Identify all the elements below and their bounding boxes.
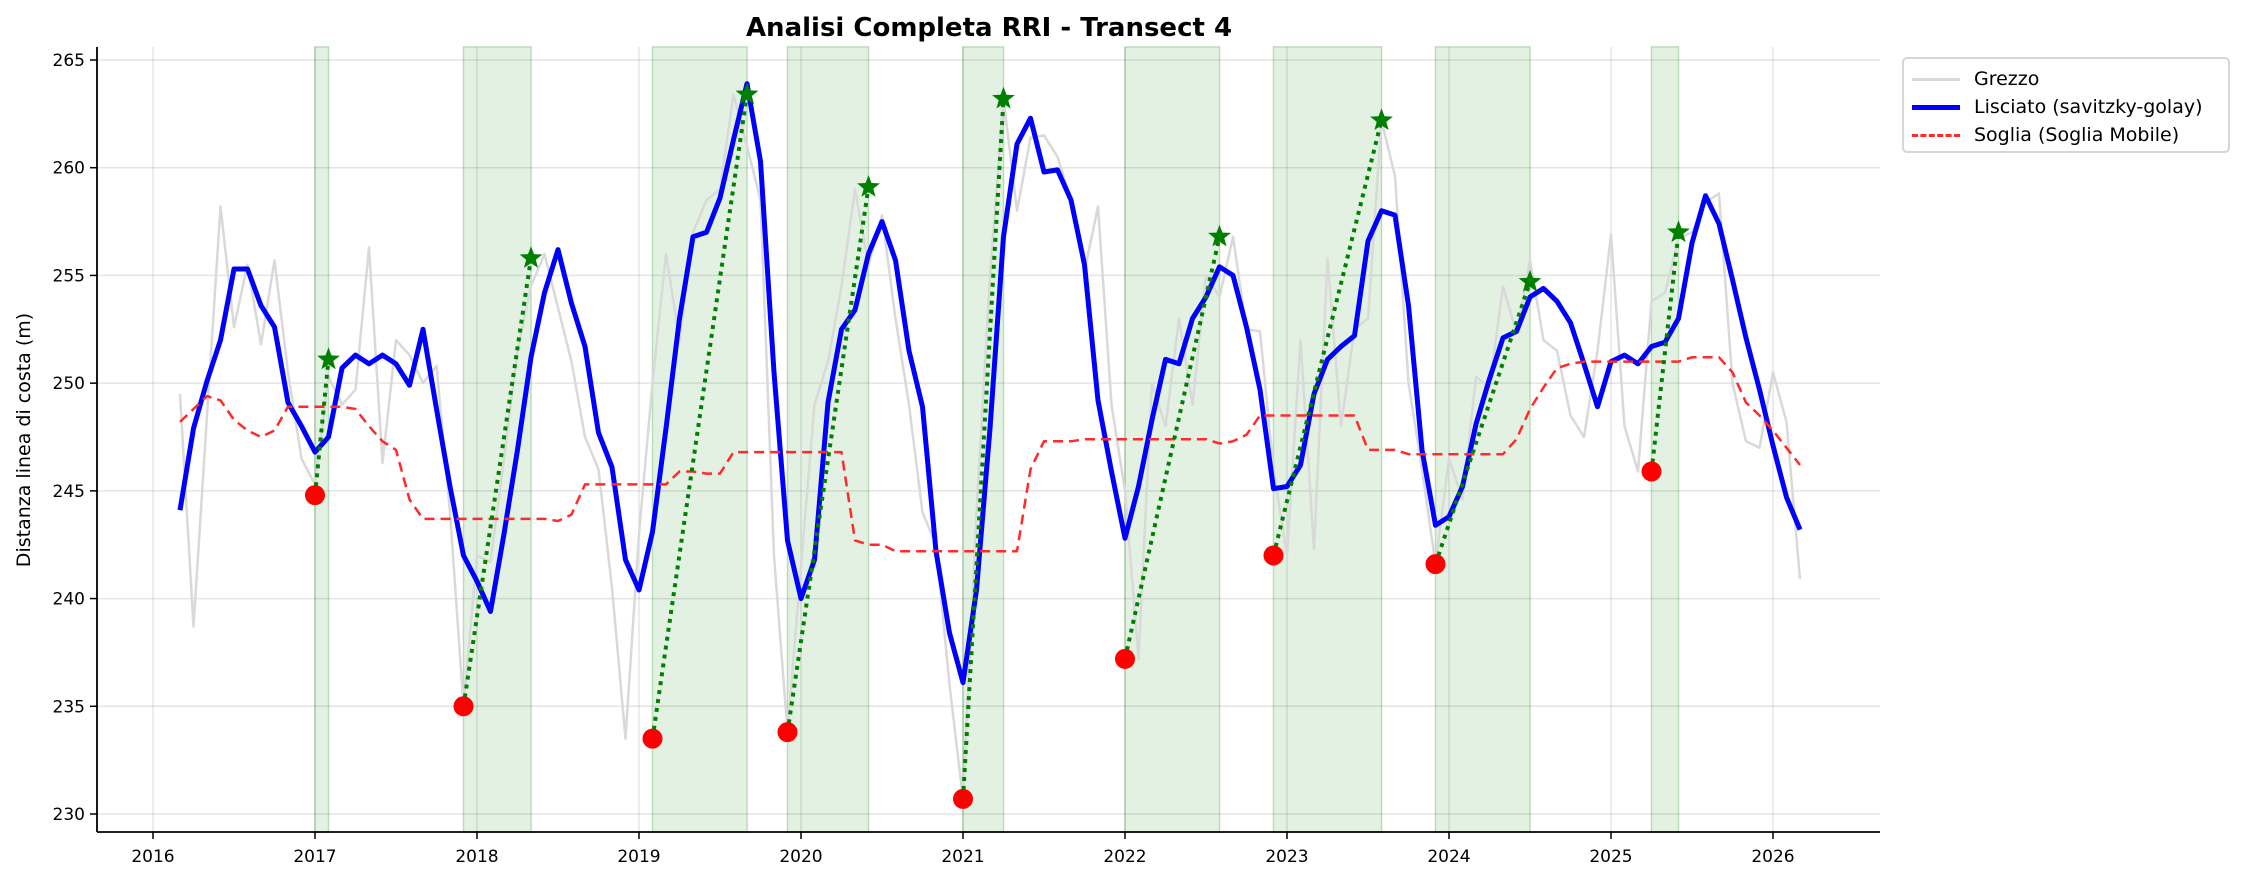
trough-marker-1 bbox=[453, 696, 474, 717]
y-tick-label: 250 bbox=[53, 374, 85, 394]
trough-marker-5 bbox=[1115, 648, 1135, 669]
axes: 2016 2017 2018 2019 2020 2021 2022 2023 2024 2025… bbox=[53, 47, 1880, 867]
grid bbox=[97, 47, 1880, 832]
threshold-series-line bbox=[179, 356, 1801, 553]
x-tick-label: 2023 bbox=[1265, 847, 1308, 867]
legend-swatch-raw bbox=[1912, 77, 1960, 81]
x-tick-label: 2019 bbox=[617, 847, 660, 867]
peak-marker-2 bbox=[735, 82, 759, 105]
peak-marker-1 bbox=[519, 246, 543, 268]
y-tick-label: 240 bbox=[53, 590, 85, 610]
peak-marker-0 bbox=[317, 347, 340, 370]
recovery-span-3 bbox=[786, 46, 870, 833]
smoothed-series-line bbox=[177, 81, 1803, 686]
legend-swatch-smoothed bbox=[1912, 104, 1960, 110]
event-markers bbox=[305, 82, 1690, 809]
legend-label-threshold: Soglia (Soglia Mobile) bbox=[1974, 124, 2180, 146]
recovery-span-8 bbox=[1650, 46, 1680, 833]
y-tick-label: 260 bbox=[53, 159, 85, 179]
recovery-span-2 bbox=[651, 46, 748, 833]
trough-marker-2 bbox=[642, 728, 663, 749]
trough-marker-0 bbox=[305, 485, 325, 506]
legend-item-smoothed: Lisciato (savitzky-golay) bbox=[1904, 93, 2203, 121]
legend-item-raw: Grezzo bbox=[1904, 65, 2039, 93]
x-tick-label: 2016 bbox=[131, 847, 174, 867]
trough-marker-8 bbox=[1641, 461, 1662, 482]
recovery-connector-5 bbox=[1123, 236, 1222, 660]
peak-marker-5 bbox=[1208, 224, 1231, 247]
y-tick-label: 245 bbox=[53, 482, 85, 502]
x-tick-label: 2017 bbox=[293, 847, 336, 867]
legend-label-smoothed: Lisciato (savitzky-golay) bbox=[1974, 96, 2203, 118]
legend-swatch-threshold bbox=[1912, 133, 1960, 137]
x-tick-label: 2020 bbox=[779, 847, 822, 867]
peak-marker-3 bbox=[857, 175, 880, 197]
legend: Grezzo Lisciato (savitzky-golay) Soglia … bbox=[1902, 57, 2230, 153]
recovery-connector-6 bbox=[1271, 119, 1384, 556]
x-tick-label: 2026 bbox=[1751, 847, 1794, 867]
chart-title: Analisi Completa RRI - Transect 4 bbox=[746, 13, 1232, 43]
trough-marker-6 bbox=[1263, 545, 1284, 566]
recovery-span-7 bbox=[1434, 46, 1531, 833]
y-tick-label: 235 bbox=[53, 697, 85, 717]
trough-marker-4 bbox=[953, 788, 973, 809]
series-lines bbox=[177, 81, 1803, 801]
legend-item-threshold: Soglia (Soglia Mobile) bbox=[1904, 121, 2179, 149]
x-tick-label: 2024 bbox=[1427, 847, 1470, 867]
peak-marker-6 bbox=[1370, 108, 1393, 130]
recovery-connector-1 bbox=[461, 257, 533, 707]
y-tick-label: 230 bbox=[53, 805, 85, 825]
y-axis-label: Distanza linea di costa (m) bbox=[13, 313, 35, 567]
trough-marker-3 bbox=[777, 722, 798, 743]
x-tick-label: 2025 bbox=[1589, 847, 1632, 867]
peak-marker-8 bbox=[1667, 220, 1690, 243]
y-tick-label: 255 bbox=[53, 266, 85, 286]
peak-marker-7 bbox=[1518, 269, 1542, 292]
recovery-span-6 bbox=[1272, 46, 1383, 833]
peak-marker-4 bbox=[992, 86, 1015, 109]
trough-marker-7 bbox=[1425, 554, 1446, 575]
legend-label-raw: Grezzo bbox=[1974, 68, 2040, 90]
recovery-connector-2 bbox=[650, 94, 749, 739]
x-tick-label: 2021 bbox=[941, 847, 984, 867]
y-tick-label: 265 bbox=[53, 51, 85, 71]
recovery-connector-8 bbox=[1649, 232, 1681, 472]
x-tick-label: 2022 bbox=[1103, 847, 1146, 867]
recovery-connector-3 bbox=[785, 186, 871, 733]
x-tick-label: 2018 bbox=[455, 847, 498, 867]
raw-series-line bbox=[178, 93, 1802, 801]
